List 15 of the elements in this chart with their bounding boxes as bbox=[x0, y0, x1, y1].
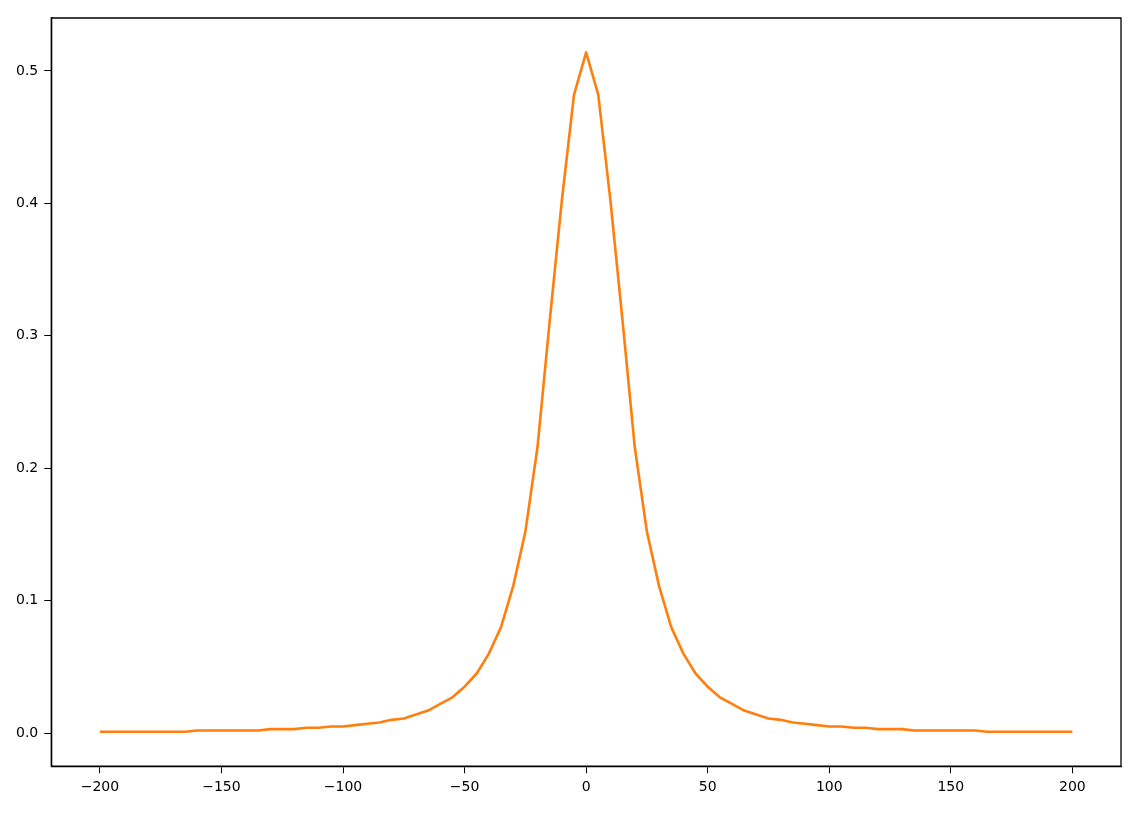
x-tick-label: 50 bbox=[698, 778, 717, 795]
x-tick-label: −200 bbox=[80, 778, 120, 795]
y-tick-label: 0.3 bbox=[16, 326, 39, 343]
x-tick-label: −100 bbox=[323, 778, 363, 795]
x-tick-label: 100 bbox=[815, 778, 843, 795]
y-tick-label: 0.4 bbox=[16, 194, 39, 211]
x-tick-label: −50 bbox=[449, 778, 480, 795]
x-tick-label: 150 bbox=[937, 778, 965, 795]
y-tick-label: 0.0 bbox=[16, 723, 39, 740]
x-tick-label: −150 bbox=[202, 778, 241, 795]
x-tick-label: 0 bbox=[581, 778, 591, 795]
y-tick-label: 0.2 bbox=[16, 458, 39, 475]
x-tick-label: 200 bbox=[1059, 778, 1086, 795]
y-tick-label: 0.5 bbox=[16, 61, 39, 78]
y-tick-label: 0.1 bbox=[16, 591, 39, 608]
